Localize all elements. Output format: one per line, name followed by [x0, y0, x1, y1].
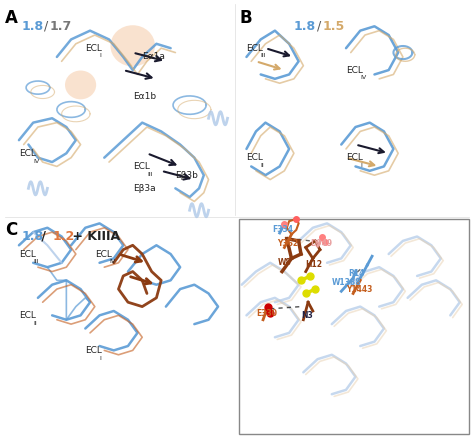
Text: Eα1a: Eα1a	[142, 53, 165, 61]
Text: Y362: Y362	[277, 239, 299, 247]
Text: H12: H12	[306, 261, 323, 269]
Text: I: I	[360, 163, 362, 168]
Text: Eα1b: Eα1b	[133, 92, 156, 101]
Text: 1.8: 1.8	[294, 20, 316, 33]
FancyBboxPatch shape	[2, 7, 230, 217]
FancyBboxPatch shape	[2, 217, 230, 436]
FancyBboxPatch shape	[239, 219, 469, 434]
Text: ECL: ECL	[85, 346, 102, 355]
Text: ECL: ECL	[346, 66, 363, 74]
Text: 1.7: 1.7	[50, 20, 72, 33]
Text: I: I	[100, 53, 101, 58]
Text: ECL: ECL	[246, 44, 264, 53]
Text: + KIIIA: + KIIIA	[68, 230, 120, 243]
Text: IV: IV	[33, 159, 39, 163]
Text: IV: IV	[109, 259, 115, 264]
Text: ECL: ECL	[19, 311, 36, 320]
Text: C: C	[5, 221, 17, 239]
Text: 1.8: 1.8	[21, 20, 44, 33]
Text: Eβ3b: Eβ3b	[175, 171, 198, 180]
Text: Y1443: Y1443	[346, 285, 373, 293]
Text: III: III	[147, 172, 153, 177]
Text: /: /	[40, 20, 53, 33]
Text: ECL: ECL	[19, 250, 36, 258]
Text: /: /	[313, 20, 325, 33]
Text: III: III	[261, 53, 266, 58]
Text: W8: W8	[277, 258, 291, 267]
Text: N3: N3	[301, 311, 313, 320]
Text: ECL: ECL	[19, 149, 36, 158]
Text: /: /	[37, 230, 50, 243]
Text: ECL: ECL	[85, 44, 102, 53]
Text: W1388: W1388	[332, 278, 361, 287]
FancyBboxPatch shape	[235, 7, 472, 217]
Text: 1.5: 1.5	[322, 20, 345, 33]
Text: Eβ3a: Eβ3a	[133, 184, 155, 193]
Text: ECL: ECL	[346, 153, 363, 162]
Text: R14: R14	[348, 269, 365, 278]
Text: II: II	[33, 321, 37, 325]
Text: III: III	[33, 259, 39, 264]
Text: IV: IV	[360, 75, 366, 80]
Text: A: A	[5, 9, 18, 27]
Text: ECL: ECL	[133, 162, 150, 171]
Text: 1.2: 1.2	[53, 230, 75, 243]
Text: B: B	[239, 9, 252, 27]
Text: ECL: ECL	[246, 153, 264, 162]
Circle shape	[110, 25, 155, 67]
Text: D949: D949	[310, 239, 333, 247]
Text: 1.8: 1.8	[21, 230, 44, 243]
Circle shape	[65, 71, 96, 99]
Text: F334: F334	[273, 226, 293, 234]
Text: E330: E330	[256, 309, 277, 318]
Text: II: II	[261, 163, 264, 168]
Text: ECL: ECL	[95, 250, 112, 258]
Text: I: I	[100, 356, 101, 360]
